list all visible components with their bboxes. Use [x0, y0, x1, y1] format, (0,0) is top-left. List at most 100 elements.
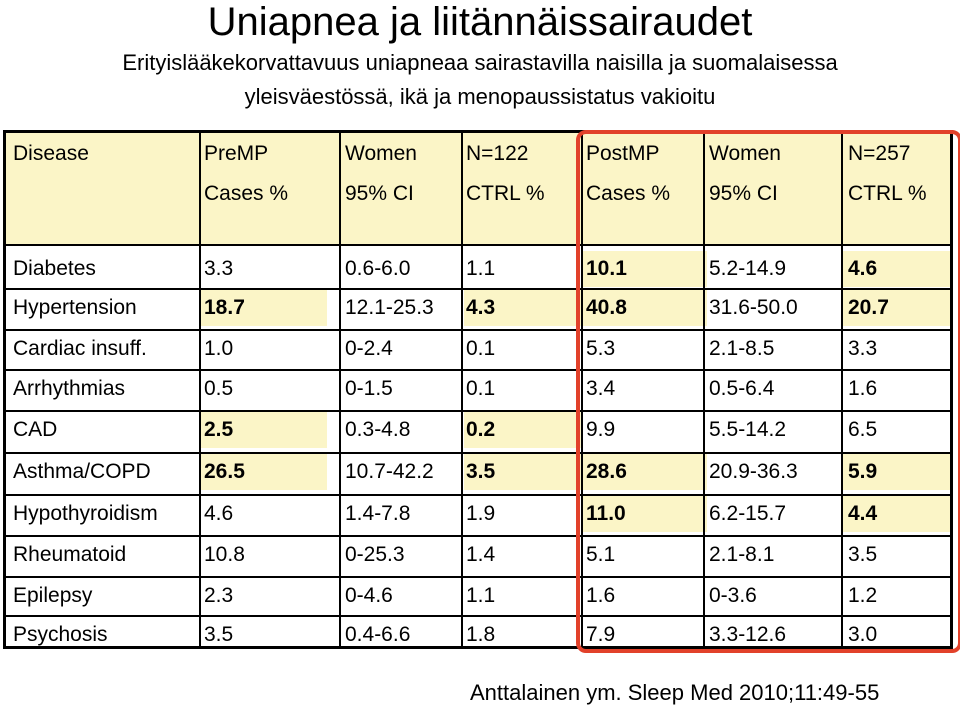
- header-premp: PreMP: [204, 142, 269, 165]
- cell-premp-cases: 10.8: [204, 543, 245, 566]
- table-row: Diabetes 3.3 0.6-6.0 1.1 10.1 5.2-14.9 4.6: [3, 255, 958, 283]
- cell-postmp-ctrl: 20.7: [848, 296, 889, 319]
- cell-premp-ci: 12.1-25.3: [345, 296, 434, 319]
- cell-postmp-ci: 2.1-8.1: [709, 543, 775, 566]
- cell-highlight: [583, 454, 707, 490]
- cell-premp-cases: 1.0: [204, 337, 234, 360]
- cell-postmp-ci: 3.3-12.6: [709, 623, 787, 646]
- cell-highlight: [843, 496, 951, 532]
- cell-premp-ctrl: 0.1: [466, 337, 496, 360]
- row-separator: [3, 576, 953, 578]
- header-postmp: PostMP: [586, 142, 660, 165]
- table-row: Psychosis 3.5 0.4-6.6 1.8 7.9 3.3-12.6 3.0: [3, 621, 958, 649]
- cell-postmp-ctrl: 4.6: [848, 257, 878, 280]
- cell-premp-ci: 0-4.6: [345, 584, 393, 607]
- cell-premp-cases: 18.7: [204, 296, 245, 319]
- row-separator: [3, 329, 953, 331]
- header-row-1: Disease PreMP Women N=122 PostMP Women N…: [3, 140, 958, 168]
- table-row: Asthma/COPD 26.5 10.7-42.2 3.5 28.6 20.9-36.3…: [3, 458, 958, 486]
- table-row: Arrhythmias 0.5 0-1.5 0.1 3.4 0.5-6.4 1.6: [3, 375, 958, 403]
- column-separator: [581, 130, 583, 649]
- cell-premp-ctrl: 1.4: [466, 543, 496, 566]
- cell-postmp-ctrl: 3.3: [848, 337, 878, 360]
- subtitle-line-2: yleisväestössä, ikä ja menopaussistatus …: [244, 84, 716, 109]
- cell-postmp-cases: 28.6: [586, 460, 627, 483]
- cell-disease: Diabetes: [13, 257, 96, 280]
- header-premp-women: Women: [345, 142, 417, 165]
- cell-premp-ctrl: 1.9: [466, 502, 496, 525]
- subtitle-line-1: Erityislääkekorvattavuus uniapneaa saira…: [122, 50, 838, 75]
- cell-disease: CAD: [13, 418, 58, 441]
- source-citation: Anttalainen ym. Sleep Med 2010;11:49-55: [470, 680, 880, 705]
- table-row: Rheumatoid 10.8 0-25.3 1.4 5.1 2.1-8.1 3.5: [3, 541, 958, 569]
- cell-highlight: [464, 412, 582, 448]
- comorbidity-table: Disease PreMP Women N=122 PostMP Women N…: [3, 130, 960, 653]
- cell-postmp-ctrl: 6.5: [848, 418, 878, 441]
- cell-premp-ci: 10.7-42.2: [345, 460, 434, 483]
- header-premp-ctrl: CTRL %: [466, 182, 545, 205]
- table-row: Hypothyroidism 4.6 1.4-7.8 1.9 11.0 6.2-15.7 4…: [3, 500, 958, 528]
- cell-postmp-cases: 40.8: [586, 296, 627, 319]
- cell-postmp-cases: 9.9: [586, 418, 616, 441]
- cell-premp-cases: 2.3: [204, 584, 234, 607]
- header-band: [3, 130, 953, 244]
- cell-postmp-ci: 0.5-6.4: [709, 377, 775, 400]
- cell-premp-cases: 3.5: [204, 623, 234, 646]
- slide-title: Uniapnea ja liitännäissairaudet: [207, 0, 753, 44]
- header-postmp-ctrl: CTRL %: [848, 182, 927, 205]
- column-separator: [703, 130, 705, 649]
- cell-postmp-cases: 11.0: [586, 502, 626, 525]
- header-premp-ci: 95% CI: [345, 182, 414, 205]
- cell-postmp-ci: 0-3.6: [709, 584, 757, 607]
- header-row-2: Cases % 95% CI CTRL % Cases % 95% CI CTR…: [3, 180, 958, 208]
- cell-postmp-ci: 6.2-15.7: [709, 502, 787, 525]
- table-row: Cardiac insuff. 1.0 0-2.4 0.1 5.3 2.1-8.5 3.3: [3, 335, 958, 363]
- cell-disease: Cardiac insuff.: [13, 337, 147, 360]
- header-premp-n: N=122: [466, 142, 529, 165]
- cell-premp-ci: 1.4-7.8: [345, 502, 411, 525]
- column-separator: [841, 130, 843, 649]
- row-separator: [3, 535, 953, 537]
- cell-premp-cases: 0.5: [204, 377, 234, 400]
- header-postmp-cases: Cases %: [586, 182, 671, 205]
- table-border: [3, 130, 953, 649]
- cell-premp-ci: 0-1.5: [345, 377, 393, 400]
- cell-disease: Rheumatoid: [13, 543, 127, 566]
- cell-highlight: [583, 251, 707, 287]
- cell-disease: Arrhythmias: [13, 377, 126, 400]
- cell-premp-ctrl: 3.5: [466, 460, 496, 483]
- cell-highlight: [464, 290, 582, 326]
- header-separator: [3, 244, 953, 246]
- row-separator: [3, 369, 953, 371]
- column-separator: [461, 130, 463, 649]
- cell-highlight: [843, 290, 951, 326]
- cell-premp-ci: 0-25.3: [345, 543, 405, 566]
- row-separator: [3, 410, 953, 412]
- cell-postmp-cases: 7.9: [586, 623, 616, 646]
- cell-premp-ctrl: 1.1: [466, 584, 496, 607]
- table-row: CAD 2.5 0.3-4.8 0.2 9.9 5.5-14.2 6.5: [3, 416, 958, 444]
- header-premp-cases: Cases %: [204, 182, 289, 205]
- cell-premp-ctrl: 0.2: [466, 418, 496, 441]
- cell-premp-cases: 2.5: [204, 418, 234, 441]
- cell-postmp-ci: 5.2-14.9: [709, 257, 787, 280]
- table-row: Hypertension 18.7 12.1-25.3 4.3 40.8 31.6-50.…: [3, 294, 958, 322]
- cell-postmp-ci: 2.1-8.5: [709, 337, 775, 360]
- cell-premp-ci: 0.4-6.6: [345, 623, 411, 646]
- table-row: Epilepsy 2.3 0-4.6 1.1 1.6 0-3.6 1.2: [3, 582, 958, 610]
- cell-postmp-cases: 5.1: [586, 543, 616, 566]
- cell-highlight: [843, 251, 951, 287]
- header-postmp-n: N=257: [848, 142, 911, 165]
- postmp-highlight-frame: [576, 130, 960, 653]
- header-postmp-women: Women: [709, 142, 781, 165]
- cell-postmp-ci: 20.9-36.3: [709, 460, 798, 483]
- cell-postmp-cases: 3.4: [586, 377, 616, 400]
- cell-postmp-ctrl: 3.0: [848, 623, 878, 646]
- row-separator: [3, 288, 953, 290]
- cell-postmp-cases: 10.1: [586, 257, 627, 280]
- cell-postmp-ctrl: 3.5: [848, 543, 878, 566]
- cell-postmp-ctrl: 5.9: [848, 460, 878, 483]
- cell-highlight: [843, 454, 951, 490]
- column-separator: [199, 130, 201, 649]
- header-postmp-ci: 95% CI: [709, 182, 778, 205]
